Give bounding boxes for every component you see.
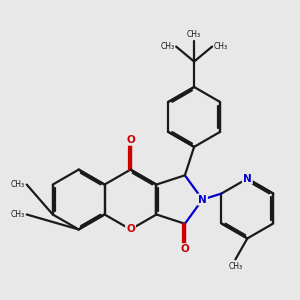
Text: CH₃: CH₃ xyxy=(160,42,175,51)
Text: N: N xyxy=(198,194,207,205)
Text: CH₃: CH₃ xyxy=(11,180,25,189)
Text: O: O xyxy=(126,135,135,145)
Text: O: O xyxy=(126,224,135,235)
Text: CH₃: CH₃ xyxy=(214,42,228,51)
Text: O: O xyxy=(181,244,189,254)
Text: N: N xyxy=(243,174,252,184)
Text: CH₃: CH₃ xyxy=(228,262,242,272)
Text: CH₃: CH₃ xyxy=(187,30,201,39)
Text: CH₃: CH₃ xyxy=(11,210,25,219)
